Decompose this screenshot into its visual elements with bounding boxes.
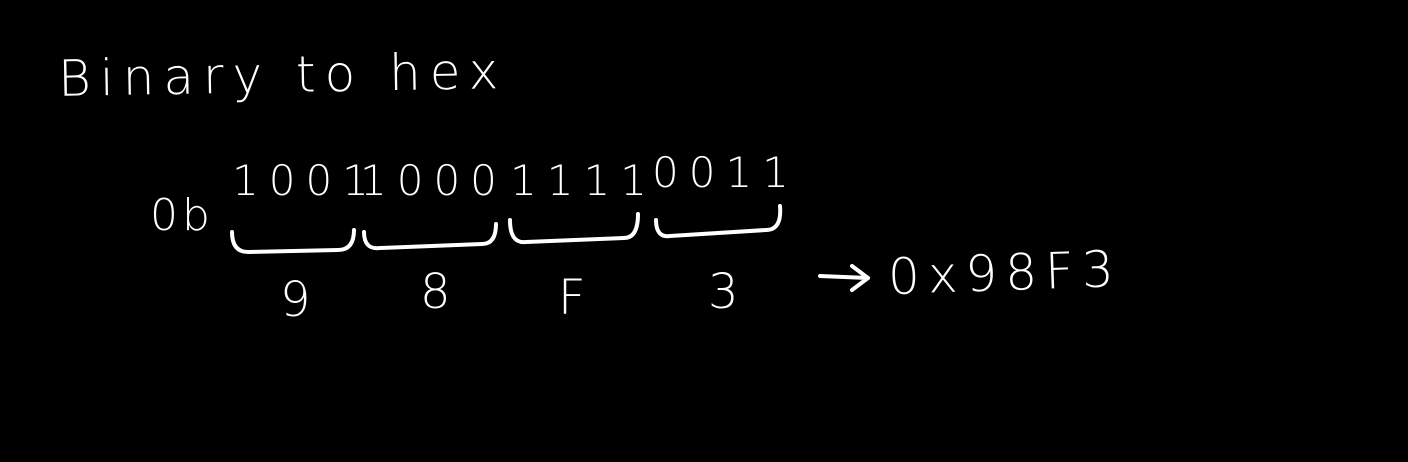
nibble-1-bits: 1001 [232,156,379,205]
bracket-nibble-3 [508,212,640,245]
hex-digit-3: F [558,270,586,326]
hex-result: 0x98F3 [887,239,1123,307]
binary-prefix: 0b [150,190,214,241]
hex-digit-4: 3 [708,264,739,320]
bracket-nibble-2 [362,222,498,251]
bracket-nibble-4 [654,204,783,239]
nibble-4-bits: 0011 [652,148,799,197]
hex-digit-1: 9 [280,272,311,328]
bracket-nibble-1 [230,228,356,254]
nibble-3-bits: 1111 [510,156,657,205]
hex-digit-2: 8 [420,264,451,320]
nibble-2-bits: 1000 [360,156,507,205]
arrow-icon [818,264,870,292]
